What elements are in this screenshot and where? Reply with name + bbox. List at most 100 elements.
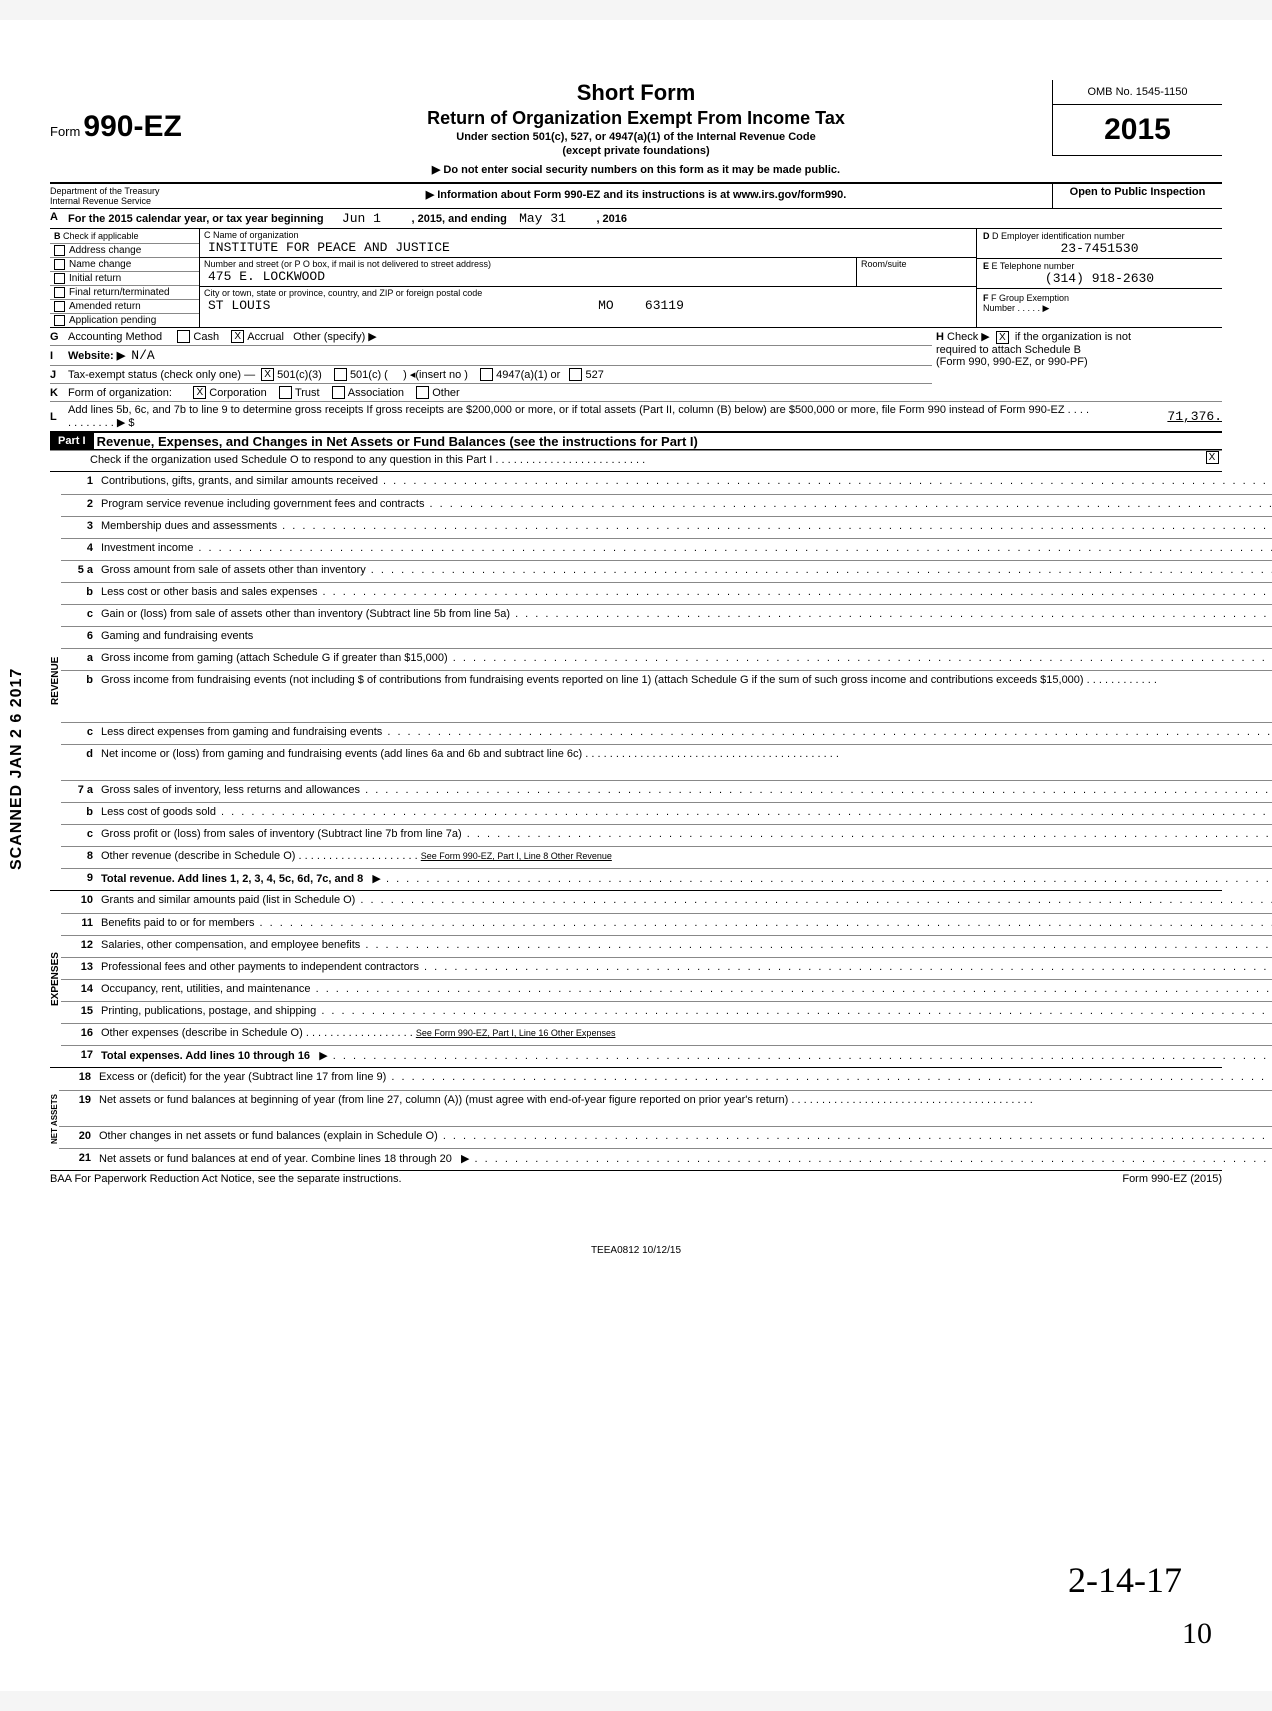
part1-header-row: Part I Revenue, Expenses, and Changes in… — [50, 432, 1222, 450]
line-1: 1 Contributions, gifts, grants, and simi… — [61, 472, 1272, 494]
part1-badge: Part I — [50, 433, 94, 449]
phone: (314) 918-2630 — [983, 271, 1216, 286]
ck-accrual[interactable]: X — [231, 330, 244, 343]
form-number: 990-EZ — [83, 110, 181, 143]
c-name-row: C Name of organization INSTITUTE FOR PEA… — [200, 229, 976, 258]
line-13: 13 Professional fees and other payments … — [61, 957, 1272, 979]
form-page: SCANNED JAN 2 6 2017 Form 990-EZ Short F… — [0, 20, 1272, 1691]
line-6: 6 Gaming and fundraising events — [61, 626, 1272, 648]
col-de: D D Employer identification number 23-74… — [977, 229, 1222, 327]
begin-date: Jun 1 — [342, 211, 381, 226]
row-g: G Accounting Method Cash X Accrual Other… — [50, 328, 932, 346]
line-3: 3 Membership dues and assessments 3 — [61, 516, 1272, 538]
city-line: ST LOUIS MO 63119 — [200, 298, 976, 315]
ssn-warning: ▶ Do not enter social security numbers o… — [230, 163, 1042, 176]
a-text3: , 2016 — [596, 213, 627, 225]
ck-other-org[interactable] — [416, 386, 429, 399]
line-6a: a Gross income from gaming (attach Sched… — [61, 648, 1272, 670]
line-18: 18 Excess or (deficit) for the year (Sub… — [59, 1068, 1272, 1090]
ck-501c[interactable] — [334, 368, 347, 381]
e-row: E E Telephone number (314) 918-2630 — [977, 259, 1222, 289]
ck-name[interactable]: Name change — [50, 257, 199, 271]
vlabel-expenses: EXPENSES — [50, 891, 61, 1067]
info-url: ▶ Information about Form 990-EZ and its … — [220, 184, 1052, 208]
revenue-section: REVENUE 1 Contributions, gifts, grants, … — [50, 472, 1222, 891]
c-street-row: Number and street (or P O box, if mail i… — [200, 258, 976, 287]
part1-check-row: Check if the organization used Schedule … — [50, 450, 1222, 472]
ck-trust[interactable] — [279, 386, 292, 399]
ck-address[interactable]: Address change — [50, 243, 199, 257]
subtitle1: Under section 501(c), 527, or 4947(a)(1)… — [230, 131, 1042, 143]
dept-row: Department of the Treasury Internal Reve… — [50, 184, 1222, 209]
room-suite: Room/suite — [856, 258, 976, 286]
line-6b: b Gross income from fundraising events (… — [61, 670, 1272, 722]
line-12: 12 Salaries, other compensation, and emp… — [61, 935, 1272, 957]
line-19: 19 Net assets or fund balances at beginn… — [59, 1090, 1272, 1126]
row-j: J Tax-exempt status (check only one) — X… — [50, 366, 932, 384]
f-row: F F Group Exemption Number . . . . . ▶ — [977, 289, 1222, 318]
calendar-year-text: For the 2015 calendar year, or tax year … — [68, 211, 1222, 226]
tax-year: 2015 — [1053, 105, 1222, 156]
e-lbl: E E Telephone number — [983, 261, 1216, 271]
g-label: Accounting Method — [68, 331, 162, 343]
line-5b: b Less cost or other basis and sales exp… — [61, 582, 1272, 604]
ck-amended[interactable]: Amended return — [50, 299, 199, 313]
part1-title: Revenue, Expenses, and Changes in Net As… — [97, 434, 698, 449]
line-6c: c Less direct expenses from gaming and f… — [61, 722, 1272, 744]
ck-initial[interactable]: Initial return — [50, 271, 199, 285]
expenses-section: EXPENSES 10 Grants and similar amounts p… — [50, 891, 1222, 1068]
ck-cash[interactable] — [177, 330, 190, 343]
street: 475 E. LOCKWOOD — [200, 269, 856, 286]
revenue-body: 1 Contributions, gifts, grants, and simi… — [61, 472, 1272, 890]
header-right: OMB No. 1545-1150 2015 — [1052, 80, 1222, 156]
c-city-row: City or town, state or province, country… — [200, 287, 976, 315]
c-city-lbl: City or town, state or province, country… — [200, 287, 976, 298]
dept-block: Department of the Treasury Internal Reve… — [50, 184, 220, 208]
title-line1: Short Form — [230, 80, 1042, 106]
k-label: Form of organization: — [68, 387, 172, 399]
form-prefix: Form — [50, 124, 80, 139]
org-name: INSTITUTE FOR PEACE AND JUSTICE — [200, 240, 976, 257]
b-header: B Check if applicable — [50, 229, 199, 243]
f-lbl2: Number . . . . . ▶ — [983, 303, 1216, 314]
rows-ghij: G Accounting Method Cash X Accrual Other… — [50, 328, 1222, 384]
label-a: A — [50, 211, 68, 226]
ck-final[interactable]: Final return/terminated — [50, 285, 199, 299]
ein: 23-7451530 — [983, 241, 1216, 256]
d-lbl: D D Employer identification number — [983, 231, 1216, 241]
ck-corp[interactable]: X — [193, 386, 206, 399]
line-7a: 7 a Gross sales of inventory, less retur… — [61, 780, 1272, 802]
open-public: Open to Public Inspection — [1052, 184, 1222, 208]
i-label: Website: ▶ — [68, 349, 125, 362]
line-21: 21 Net assets or fund balances at end of… — [59, 1148, 1272, 1170]
ck-assoc[interactable] — [332, 386, 345, 399]
ck-501c3[interactable]: X — [261, 368, 274, 381]
ck-527[interactable] — [569, 368, 582, 381]
dept2: Internal Revenue Service — [50, 196, 220, 206]
line-5c: c Gain or (loss) from sale of assets oth… — [61, 604, 1272, 626]
page-footer: BAA For Paperwork Reduction Act Notice, … — [50, 1170, 1222, 1185]
ck-h[interactable]: X — [996, 331, 1009, 344]
line-8: 8 Other revenue (describe in Schedule O)… — [61, 846, 1272, 868]
line-16: 16 Other expenses (describe in Schedule … — [61, 1023, 1272, 1045]
ghij-left: G Accounting Method Cash X Accrual Other… — [50, 328, 932, 384]
row-l: L Add lines 5b, 6c, and 7b to line 9 to … — [50, 402, 1222, 432]
line-2: 2 Program service revenue including gove… — [61, 494, 1272, 516]
l-text: Add lines 5b, 6c, and 7b to line 9 to de… — [68, 404, 1092, 429]
a-text1: For the 2015 calendar year, or tax year … — [68, 213, 324, 225]
part1-check-text: Check if the organization used Schedule … — [90, 451, 1202, 471]
row-k: K Form of organization: X Corporation Tr… — [50, 384, 1222, 402]
ck-pending[interactable]: Application pending — [50, 313, 199, 327]
vlabel-netassets: NET ASSETS — [50, 1068, 59, 1170]
ck-schedo[interactable]: X — [1206, 451, 1219, 464]
d-row: D D Employer identification number 23-74… — [977, 229, 1222, 259]
line-6d: d Net income or (loss) from gaming and f… — [61, 744, 1272, 780]
line-20: 20 Other changes in net assets or fund b… — [59, 1126, 1272, 1148]
dept1: Department of the Treasury — [50, 186, 220, 196]
scan-stamp: SCANNED JAN 2 6 2017 — [8, 668, 26, 870]
row-i: I Website: ▶ N/A — [50, 346, 932, 366]
a-text2: , 2015, and ending — [411, 213, 506, 225]
footer-right: Form 990-EZ (2015) — [1122, 1173, 1222, 1185]
row-a: A For the 2015 calendar year, or tax yea… — [50, 209, 1222, 229]
ck-4947[interactable] — [480, 368, 493, 381]
